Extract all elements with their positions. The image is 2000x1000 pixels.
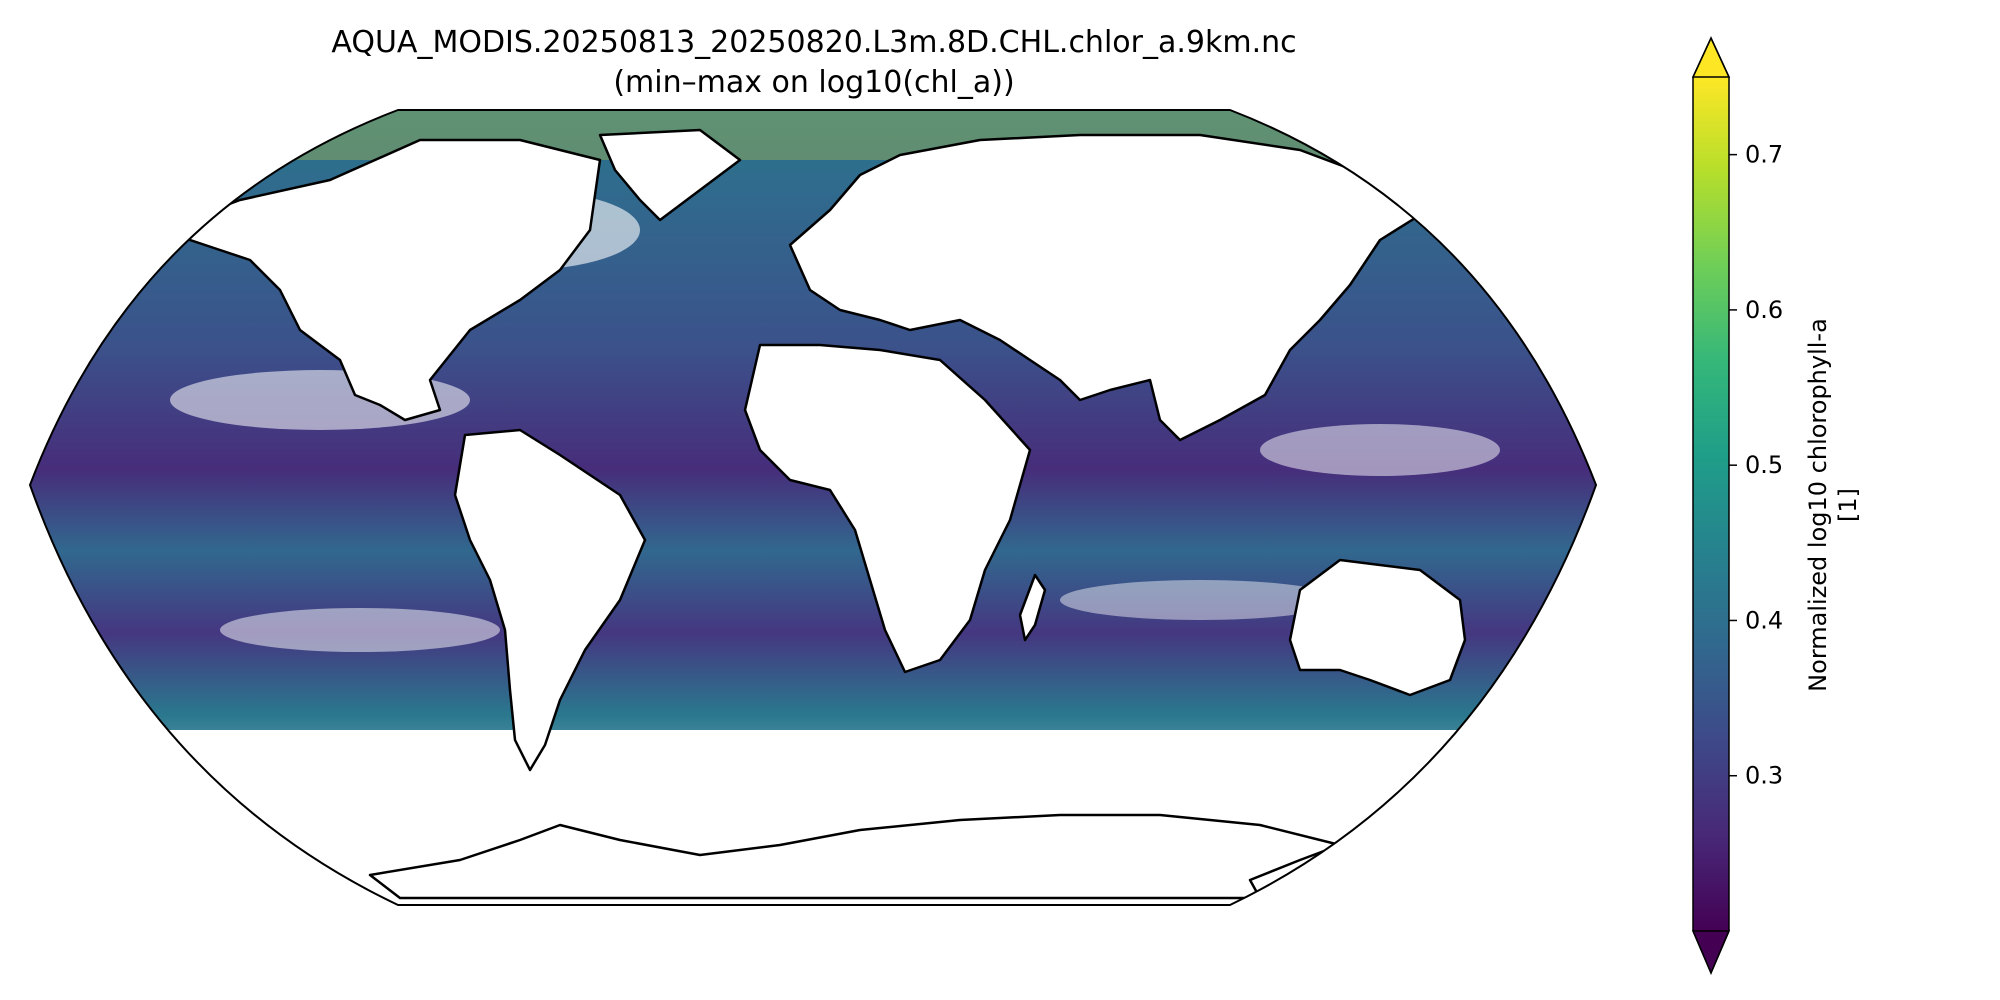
colorbar-label: Normalized log10 chlorophyll-a [1804, 318, 1832, 692]
colorbar-tick-label: 0.7 [1745, 141, 1783, 169]
greenland [598, 128, 742, 222]
colorbar-tick-label: 0.5 [1745, 451, 1783, 479]
colorbar-ticks: 0.3 0.4 0.5 0.6 0.7 [1729, 141, 1783, 790]
colorbar-outline [1692, 36, 1730, 975]
madagascar [1018, 573, 1047, 642]
map-boundary [28, 109, 1598, 906]
colorbar: 0.3 0.4 0.5 0.6 0.7 Normalized log10 chlorop… [1691, 36, 1862, 975]
colorbar-tick-label: 0.4 [1745, 606, 1783, 634]
colorbar-units: [1] [1834, 488, 1862, 522]
land [158, 128, 1467, 900]
south-america [453, 428, 647, 772]
eurasia [788, 133, 1422, 442]
map-title: AQUA_MODIS.20250813_20250820.L3m.8D.CHL.… [331, 25, 1296, 60]
cloud-gap [1060, 580, 1340, 620]
cloud-gap [1260, 424, 1500, 476]
australia [1288, 558, 1467, 697]
world-map [28, 109, 1598, 906]
north-america [158, 138, 602, 422]
africa [743, 343, 1032, 674]
colorbar-tick-label: 0.3 [1745, 762, 1783, 790]
antarctica [368, 813, 1342, 900]
map-subtitle: (min–max on log10(chl_a)) [613, 65, 1014, 100]
cloud-gap [220, 608, 500, 652]
colorbar-body [1693, 77, 1729, 931]
southern-data-gap [30, 730, 1596, 905]
colorbar-extend-max [1691, 36, 1731, 78]
colorbar-tick-label: 0.6 [1745, 296, 1783, 324]
colorbar-extend-min [1691, 930, 1731, 975]
